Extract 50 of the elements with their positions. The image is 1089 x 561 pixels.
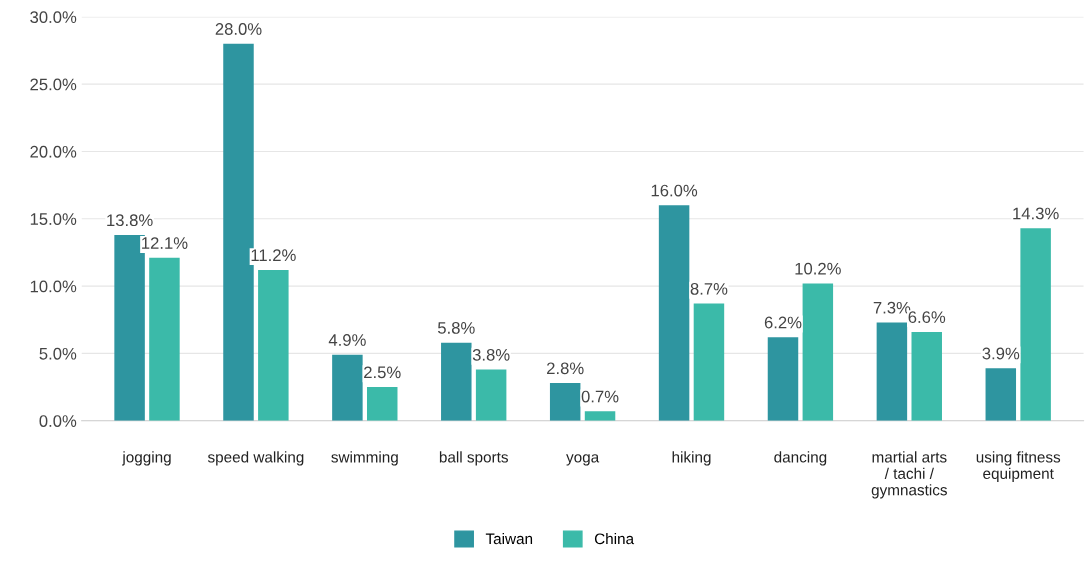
x-tick-label: hiking [672, 451, 711, 466]
y-tick-label: 30.0% [30, 11, 77, 24]
x-tick-label: speed walking [207, 451, 304, 466]
bar [985, 368, 1017, 421]
bar [332, 354, 363, 421]
data-label: 11.2% [251, 249, 296, 262]
y-tick-label: 10.0% [30, 280, 77, 293]
bar [1020, 228, 1051, 421]
x-tick-label: using fitness equipment [976, 451, 1061, 482]
data-label: 16.0% [651, 184, 698, 197]
bar [149, 257, 180, 421]
data-label: 0.7% [581, 390, 619, 403]
bar [475, 369, 507, 421]
bar [693, 303, 725, 421]
y-tick-label: 25.0% [30, 78, 77, 91]
bar [258, 269, 289, 421]
x-tick-label: dancing [774, 451, 827, 466]
bar [767, 337, 799, 421]
bar [441, 342, 472, 421]
bar [549, 383, 581, 421]
bar [658, 205, 690, 421]
data-label: 2.8% [547, 362, 584, 375]
x-tick-label: yoga [566, 454, 600, 466]
y-tick-label: 20.0% [30, 145, 77, 158]
legend-label: China [594, 533, 635, 545]
y-tick-label: 5.0% [39, 347, 77, 360]
data-label: 3.8% [472, 348, 510, 361]
x-tick-label: jogging [122, 451, 171, 466]
data-label: 5.8% [437, 322, 475, 334]
data-label: 28.0% [215, 23, 262, 35]
data-label: 4.9% [328, 334, 366, 346]
y-tick-label: 0.0% [39, 415, 77, 427]
bar [366, 387, 398, 421]
legend-label: Taiwan [485, 533, 533, 545]
data-label: 2.5% [364, 366, 401, 379]
x-tick-label: ball sports [439, 451, 508, 466]
bar [802, 283, 834, 421]
x-tick-label: swimming [331, 451, 398, 466]
data-label: 10.2% [795, 262, 841, 275]
bar [876, 322, 908, 421]
data-label: 6.2% [764, 316, 802, 329]
data-label: 12.1% [142, 237, 188, 249]
bar [584, 411, 616, 421]
data-label: 3.9% [982, 347, 1020, 360]
bar [911, 331, 942, 421]
y-tick-label: 15.0% [30, 213, 77, 225]
data-label: 8.7% [690, 282, 728, 295]
data-label: 13.8% [107, 214, 153, 227]
data-label: 14.3% [1013, 207, 1059, 220]
x-tick-label: martial arts / tachi / gymnastics [871, 451, 947, 499]
